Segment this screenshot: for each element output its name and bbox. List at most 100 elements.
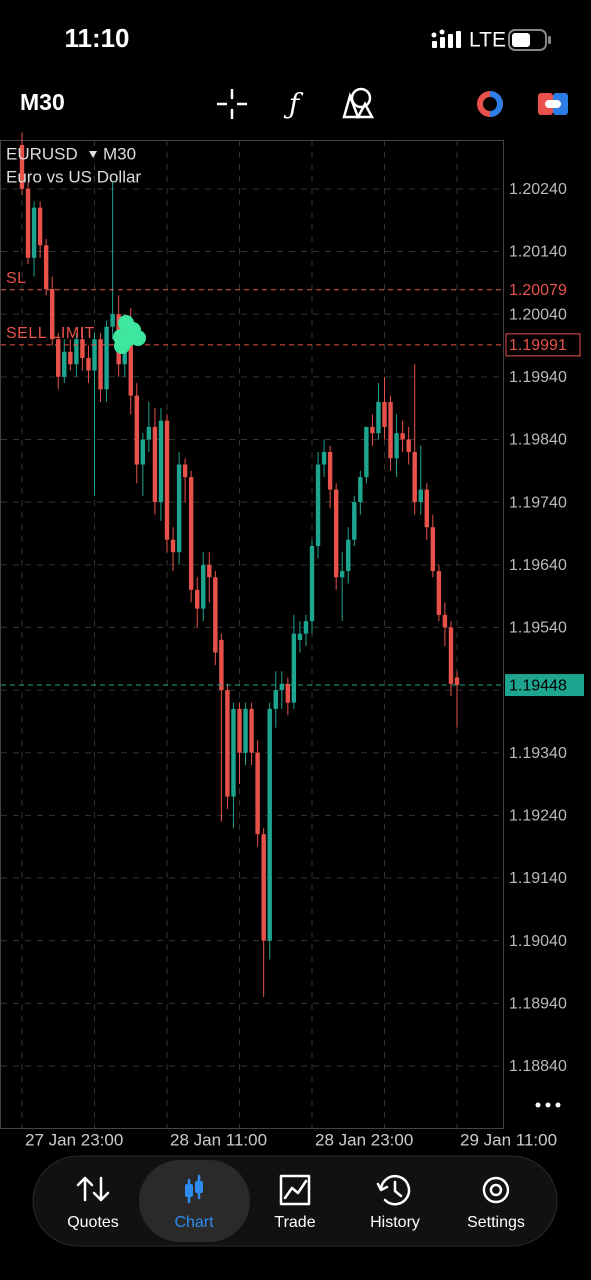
candle-body (243, 708, 248, 753)
symbol-dropdown-icon[interactable] (89, 151, 97, 158)
symbol-label[interactable]: EURUSD (6, 144, 78, 163)
y-tick-label: 1.19340 (509, 745, 567, 762)
one-click-button[interactable] (538, 93, 568, 115)
candle-body (231, 708, 236, 797)
nav-icon[interactable] (279, 1174, 311, 1206)
chart-timeframe: M30 (103, 144, 136, 163)
candle-body (400, 433, 405, 440)
candle-body (182, 464, 188, 478)
nav-icon[interactable] (76, 1176, 110, 1202)
candle-body (309, 545, 315, 622)
candle-body (74, 339, 79, 365)
candle-body (188, 477, 194, 590)
candle-body (442, 614, 448, 628)
candle-body (315, 464, 321, 546)
y-tick-label: 1.19240 (509, 808, 567, 825)
candle-body (382, 401, 387, 427)
y-tick-label: 1.18840 (509, 1058, 567, 1075)
candle-body (388, 401, 393, 459)
nav-item-label[interactable]: Chart (174, 1214, 214, 1231)
candle-body (110, 314, 115, 327)
nav-item-label[interactable]: Trade (274, 1214, 315, 1231)
candle-body (134, 395, 139, 465)
price-level-label: 1.19448 (509, 677, 567, 694)
candle-body (31, 207, 37, 258)
candle-body (267, 708, 272, 941)
candle-body (406, 439, 411, 452)
y-tick-label: 1.19140 (509, 870, 567, 887)
nav-icon[interactable] (195, 1181, 203, 1193)
timeframe-button[interactable]: M30 (20, 89, 65, 115)
candle-body (412, 452, 417, 503)
nav-icon[interactable] (376, 1174, 411, 1206)
price-level-box (505, 674, 584, 697)
candle-body (104, 326, 109, 390)
nav-item-label[interactable]: Quotes (67, 1214, 119, 1231)
chart-frame (0, 140, 504, 1129)
y-tick-label: 1.20240 (509, 181, 567, 198)
trade-markers (113, 315, 146, 354)
nav-icon[interactable] (482, 1176, 510, 1204)
candle-body (358, 477, 363, 503)
objects-button[interactable] (342, 87, 375, 119)
x-tick-label: 27 Jan 23:00 (25, 1130, 123, 1149)
price-level-name: SELL LIMIT (6, 325, 95, 342)
candle-body (213, 577, 218, 653)
nav-item-label[interactable]: Settings (467, 1214, 525, 1231)
candle-body (237, 708, 242, 753)
battery-icon (508, 29, 551, 51)
candle-body (92, 339, 97, 371)
candle-body (430, 527, 436, 572)
network-label: LTE (469, 29, 506, 52)
nav-items: Quotes Chart Trade History Settings (67, 1160, 525, 1242)
candle-body (285, 683, 291, 703)
more-button[interactable] (535, 1102, 561, 1108)
candle-body (279, 683, 284, 691)
candle-body (448, 627, 454, 684)
candle-body (176, 464, 182, 553)
nav-active-pill (139, 1160, 250, 1242)
candle-body (86, 358, 91, 371)
y-tick-label: 1.20040 (509, 306, 567, 323)
y-tick-label: 1.19540 (509, 620, 567, 637)
candle-body (25, 188, 31, 258)
candle-body (273, 690, 278, 709)
nav-icon[interactable] (185, 1184, 193, 1197)
crosshair-button[interactable] (217, 89, 247, 119)
candle-body (352, 502, 357, 540)
candle-body (249, 708, 254, 753)
clock: 11:10 (64, 23, 129, 53)
nav-bar (32, 1155, 558, 1247)
candle-body (207, 564, 212, 578)
y-tick-label: 1.19840 (509, 432, 567, 449)
candle-body (321, 452, 327, 465)
candle-body (56, 339, 61, 377)
candle-body (340, 571, 345, 578)
candle-body (436, 571, 442, 615)
candle-body (418, 489, 423, 503)
candle-body (364, 426, 369, 478)
candle-body (291, 633, 297, 703)
candle-body (297, 633, 303, 640)
nav-item-label[interactable]: History (370, 1214, 420, 1231)
trade-toggle-button[interactable] (477, 91, 503, 117)
candle-body (68, 351, 73, 365)
candle-body (146, 426, 152, 440)
price-level-box (505, 278, 584, 301)
candle-body (164, 420, 170, 540)
y-tick-label: 1.19940 (509, 369, 567, 386)
price-level-label: 1.19991 (509, 337, 567, 354)
candle-body (261, 834, 266, 941)
candle-body (19, 145, 25, 189)
candle-body (333, 489, 339, 578)
candle-body (225, 690, 230, 797)
x-tick-label: 28 Jan 23:00 (315, 1130, 413, 1149)
y-tick-label: 1.19740 (509, 494, 567, 511)
candle-body (327, 452, 333, 490)
candle-body (152, 426, 158, 503)
candle-body (128, 320, 133, 396)
price-level-name: SL (6, 270, 27, 287)
indicators-button[interactable]: ƒ (283, 88, 304, 121)
candle-body (255, 752, 260, 835)
